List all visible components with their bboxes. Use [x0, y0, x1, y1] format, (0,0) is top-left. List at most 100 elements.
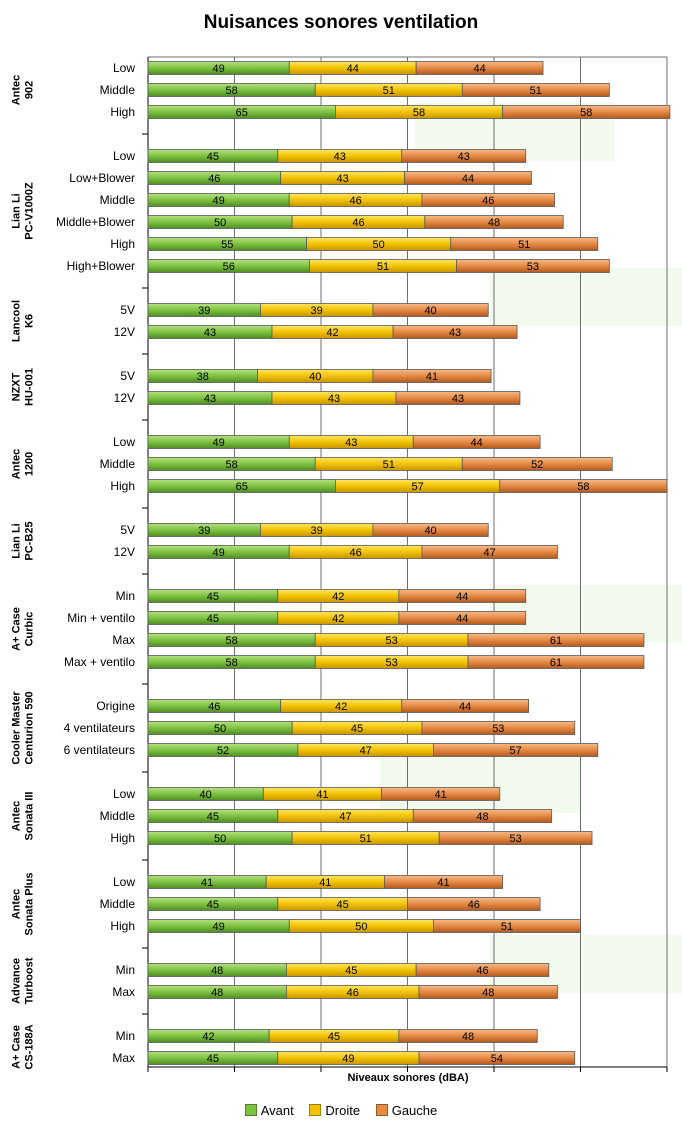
- data-label: 46: [208, 701, 220, 713]
- data-label: 65: [236, 481, 248, 493]
- category-label: Low: [113, 787, 135, 801]
- data-label: 49: [213, 921, 225, 933]
- bar-gauche: [395, 391, 521, 405]
- group-label-nzxt-hu-001: NZXTHU-001: [11, 368, 36, 406]
- data-label: 41: [435, 789, 447, 801]
- data-label: 51: [501, 921, 513, 933]
- category-label: Middle: [100, 83, 136, 97]
- bar-gauche: [415, 963, 550, 977]
- watermark-box: [380, 755, 580, 813]
- bar-gauche: [433, 743, 599, 757]
- bar-gauche: [412, 809, 553, 823]
- data-label: 39: [311, 525, 323, 537]
- data-label: 61: [550, 635, 562, 647]
- data-label: 50: [214, 833, 226, 845]
- group-label-antec-sonata-iii: AntecSonata III: [11, 792, 36, 841]
- bar-gauche: [421, 721, 576, 735]
- data-label: 49: [213, 547, 225, 559]
- group-label-line: Antec: [11, 889, 23, 920]
- group-label-cooler-master-centurion-590: Cooler MasterCenturion 590: [11, 691, 36, 765]
- bar-gauche: [438, 831, 593, 845]
- category-label: Min: [116, 1029, 135, 1043]
- data-label: 43: [204, 393, 216, 405]
- data-label: 45: [345, 965, 357, 977]
- group-label-line: 902: [24, 81, 36, 99]
- group-label-antec-sonata-plus: AntecSonata Plus: [11, 873, 36, 936]
- legend-item-avant: Avant: [244, 1103, 294, 1118]
- data-label: 42: [335, 701, 347, 713]
- category-label: 5V: [120, 523, 135, 537]
- data-label: 50: [214, 217, 226, 229]
- group-label-line: Sonata III: [24, 792, 36, 841]
- data-label: 58: [577, 481, 589, 493]
- category-label: Middle+Blower: [56, 215, 135, 229]
- data-label: 51: [377, 261, 389, 273]
- data-label: 41: [316, 789, 328, 801]
- legend-label-avant: Avant: [260, 1103, 294, 1118]
- data-label: 43: [452, 393, 464, 405]
- bar-gauche: [418, 985, 558, 999]
- data-label: 46: [476, 965, 488, 977]
- data-label: 57: [411, 481, 423, 493]
- category-label: High: [110, 479, 135, 493]
- bar-gauche: [392, 325, 518, 339]
- data-label: 45: [207, 613, 219, 625]
- category-label: Low+Blower: [69, 171, 135, 185]
- data-label: 58: [580, 107, 592, 119]
- bar-gauche: [502, 105, 671, 119]
- category-label: Max: [112, 1051, 135, 1065]
- category-label: High: [110, 831, 135, 845]
- category-label: Middle: [100, 809, 136, 823]
- bar-gauche: [412, 435, 541, 449]
- bar-gauche: [467, 633, 645, 647]
- data-label: 49: [213, 437, 225, 449]
- data-label: 44: [459, 701, 471, 713]
- bar-gauche: [404, 171, 532, 185]
- data-label: 46: [349, 547, 361, 559]
- data-label: 42: [326, 327, 338, 339]
- category-label: High+Blower: [67, 259, 135, 273]
- data-label: 46: [468, 899, 480, 911]
- bar-gauche: [461, 83, 610, 97]
- data-label: 58: [225, 459, 237, 471]
- group-label-line: Antec: [11, 801, 23, 832]
- bar-gauche: [421, 193, 555, 207]
- bar-gauche: [381, 787, 501, 801]
- data-label: 44: [462, 173, 474, 185]
- data-label: 43: [458, 151, 470, 163]
- data-label: 48: [488, 217, 500, 229]
- data-label: 58: [225, 657, 237, 669]
- data-label: 47: [484, 547, 496, 559]
- group-label-line: Lian Li: [11, 523, 23, 558]
- category-label: 5V: [120, 369, 135, 383]
- category-label: Max: [112, 633, 135, 647]
- data-label: 44: [473, 63, 485, 75]
- data-label: 45: [207, 899, 219, 911]
- data-label: 51: [383, 459, 395, 471]
- data-label: 43: [449, 327, 461, 339]
- bar-gauche: [461, 457, 613, 471]
- legend-item-droite: Droite: [309, 1103, 360, 1118]
- group-label-line: Curbic: [24, 612, 36, 647]
- data-label: 46: [352, 217, 364, 229]
- watermark-box: [490, 268, 682, 326]
- category-label: Middle: [100, 193, 136, 207]
- group-label-line: NZXT: [11, 372, 23, 401]
- group-label-lancool-k6: LancoolK6: [11, 300, 36, 342]
- data-label: 46: [349, 195, 361, 207]
- data-label: 51: [360, 833, 372, 845]
- legend: Avant Droite Gauche: [0, 1103, 682, 1118]
- data-label: 39: [198, 305, 210, 317]
- data-label: 57: [510, 745, 522, 757]
- legend-swatch-droite: [309, 1104, 322, 1116]
- bar-gauche: [372, 303, 489, 317]
- data-label: 48: [211, 987, 223, 999]
- data-label: 48: [476, 811, 488, 823]
- group-label-line: Turboost: [24, 957, 36, 1004]
- category-label: Low: [113, 435, 135, 449]
- group-label-antec-1200: Antec1200: [11, 449, 36, 480]
- bar-gauche: [372, 369, 492, 383]
- data-label: 48: [482, 987, 494, 999]
- legend-label-droite: Droite: [325, 1103, 361, 1118]
- data-label: 49: [213, 195, 225, 207]
